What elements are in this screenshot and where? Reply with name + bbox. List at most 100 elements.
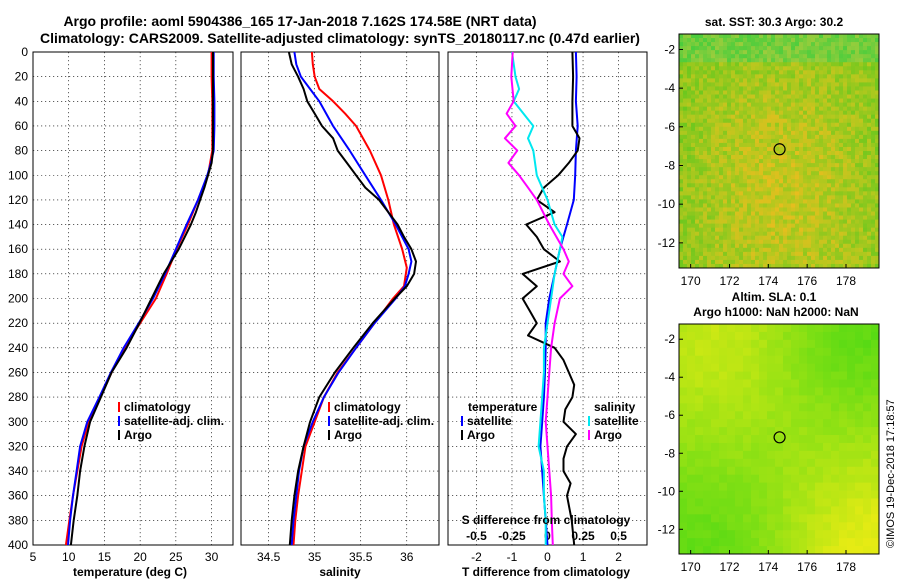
map-cell [807,363,816,372]
map-cell [815,54,820,59]
map-cell [767,235,772,241]
map-cell [683,195,688,200]
map-cell [791,506,800,515]
map-cell [679,34,684,39]
map-cell [851,114,856,120]
map-cell [783,538,792,547]
map-cell [827,235,832,241]
difference-xlabel: T difference from climatology [462,565,630,579]
map-cell [699,259,704,265]
map-cell [831,62,836,67]
map-cell [815,239,820,245]
map-cell [867,187,872,192]
map-cell [679,251,684,257]
map-cell [799,411,808,420]
map-cell [707,66,712,71]
map-cell [815,102,820,108]
map-cell [719,247,724,253]
map-cell [719,46,724,51]
map-cell [799,331,808,341]
map-cell [807,474,816,484]
map-cell [687,114,692,120]
map-cell [679,435,688,444]
map-cell [703,371,712,380]
map-cell [783,395,792,404]
map-cell [807,94,812,99]
map-cell [767,387,776,396]
map-cell [799,195,804,200]
map-cell [815,122,820,128]
map-cell [743,387,752,396]
map-cell [771,42,776,47]
map-cell [723,219,728,225]
map-cell [799,126,804,132]
map-cell [687,263,692,269]
map-cell [755,191,760,196]
map-cell [751,211,756,216]
map-cell [863,466,872,476]
map-cell [715,247,720,253]
map-cell [735,74,740,79]
map-cell [755,82,760,87]
map-cell [759,155,764,160]
map-cell [683,38,688,43]
map-cell [723,78,728,83]
map-cell [791,498,800,507]
map-cell [775,223,780,229]
map-cell [815,207,820,212]
map-cell [743,159,748,164]
map-cell [855,251,860,257]
map-cell [875,215,880,220]
map-cell [859,118,864,124]
map-cell [799,427,808,436]
map-cell [847,387,856,396]
map-cell [851,46,856,51]
map-cell [755,231,760,237]
map-cell [695,38,700,43]
map-cell [719,179,724,184]
map-cell [767,371,776,380]
map-cell [839,458,848,468]
map-cell [779,247,784,253]
map-cell [799,138,804,144]
map-cell [735,427,744,436]
map-cell [795,106,800,112]
map-cell [855,363,864,372]
map-cell [695,450,704,460]
map-cell [779,54,784,59]
map-cell [683,223,688,229]
map-cell [691,199,696,204]
map-cell [767,231,772,237]
map-cell [687,94,692,99]
map-cell [823,82,828,87]
map-cell [831,82,836,87]
map-cell [787,183,792,188]
map-cell [695,379,704,388]
map-cell [787,66,792,71]
map-cell [715,74,720,79]
map-cell [687,82,692,87]
map-cell [703,339,712,349]
map-cell [807,146,812,152]
map-cell [711,324,720,333]
map-cell [747,167,752,172]
map-cell [767,419,776,428]
lon-tick-label: 176 [797,274,817,288]
map-cell [719,207,724,212]
map-cell [719,151,724,156]
map-cell [707,58,712,63]
map-cell [759,159,764,164]
map-cell [875,66,880,71]
map-cell [827,255,832,261]
map-cell [815,506,824,515]
map-cell [703,42,708,47]
map-cell [803,86,808,91]
map-cell [699,171,704,176]
map-cell [847,114,852,120]
map-cell [875,130,880,136]
map-cell [839,223,844,229]
map-cell [695,215,700,220]
map-cell [735,175,740,180]
map-cell [787,215,792,220]
map-cell [867,106,872,112]
